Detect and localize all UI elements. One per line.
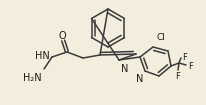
Text: H₂N: H₂N — [23, 73, 42, 83]
Text: F: F — [181, 52, 186, 62]
Text: F: F — [175, 72, 180, 81]
Text: N: N — [135, 74, 142, 84]
Text: HN: HN — [35, 51, 50, 61]
Text: Cl: Cl — [156, 33, 165, 42]
Text: O: O — [58, 31, 66, 41]
Text: N: N — [121, 64, 128, 74]
Text: F: F — [187, 62, 192, 70]
